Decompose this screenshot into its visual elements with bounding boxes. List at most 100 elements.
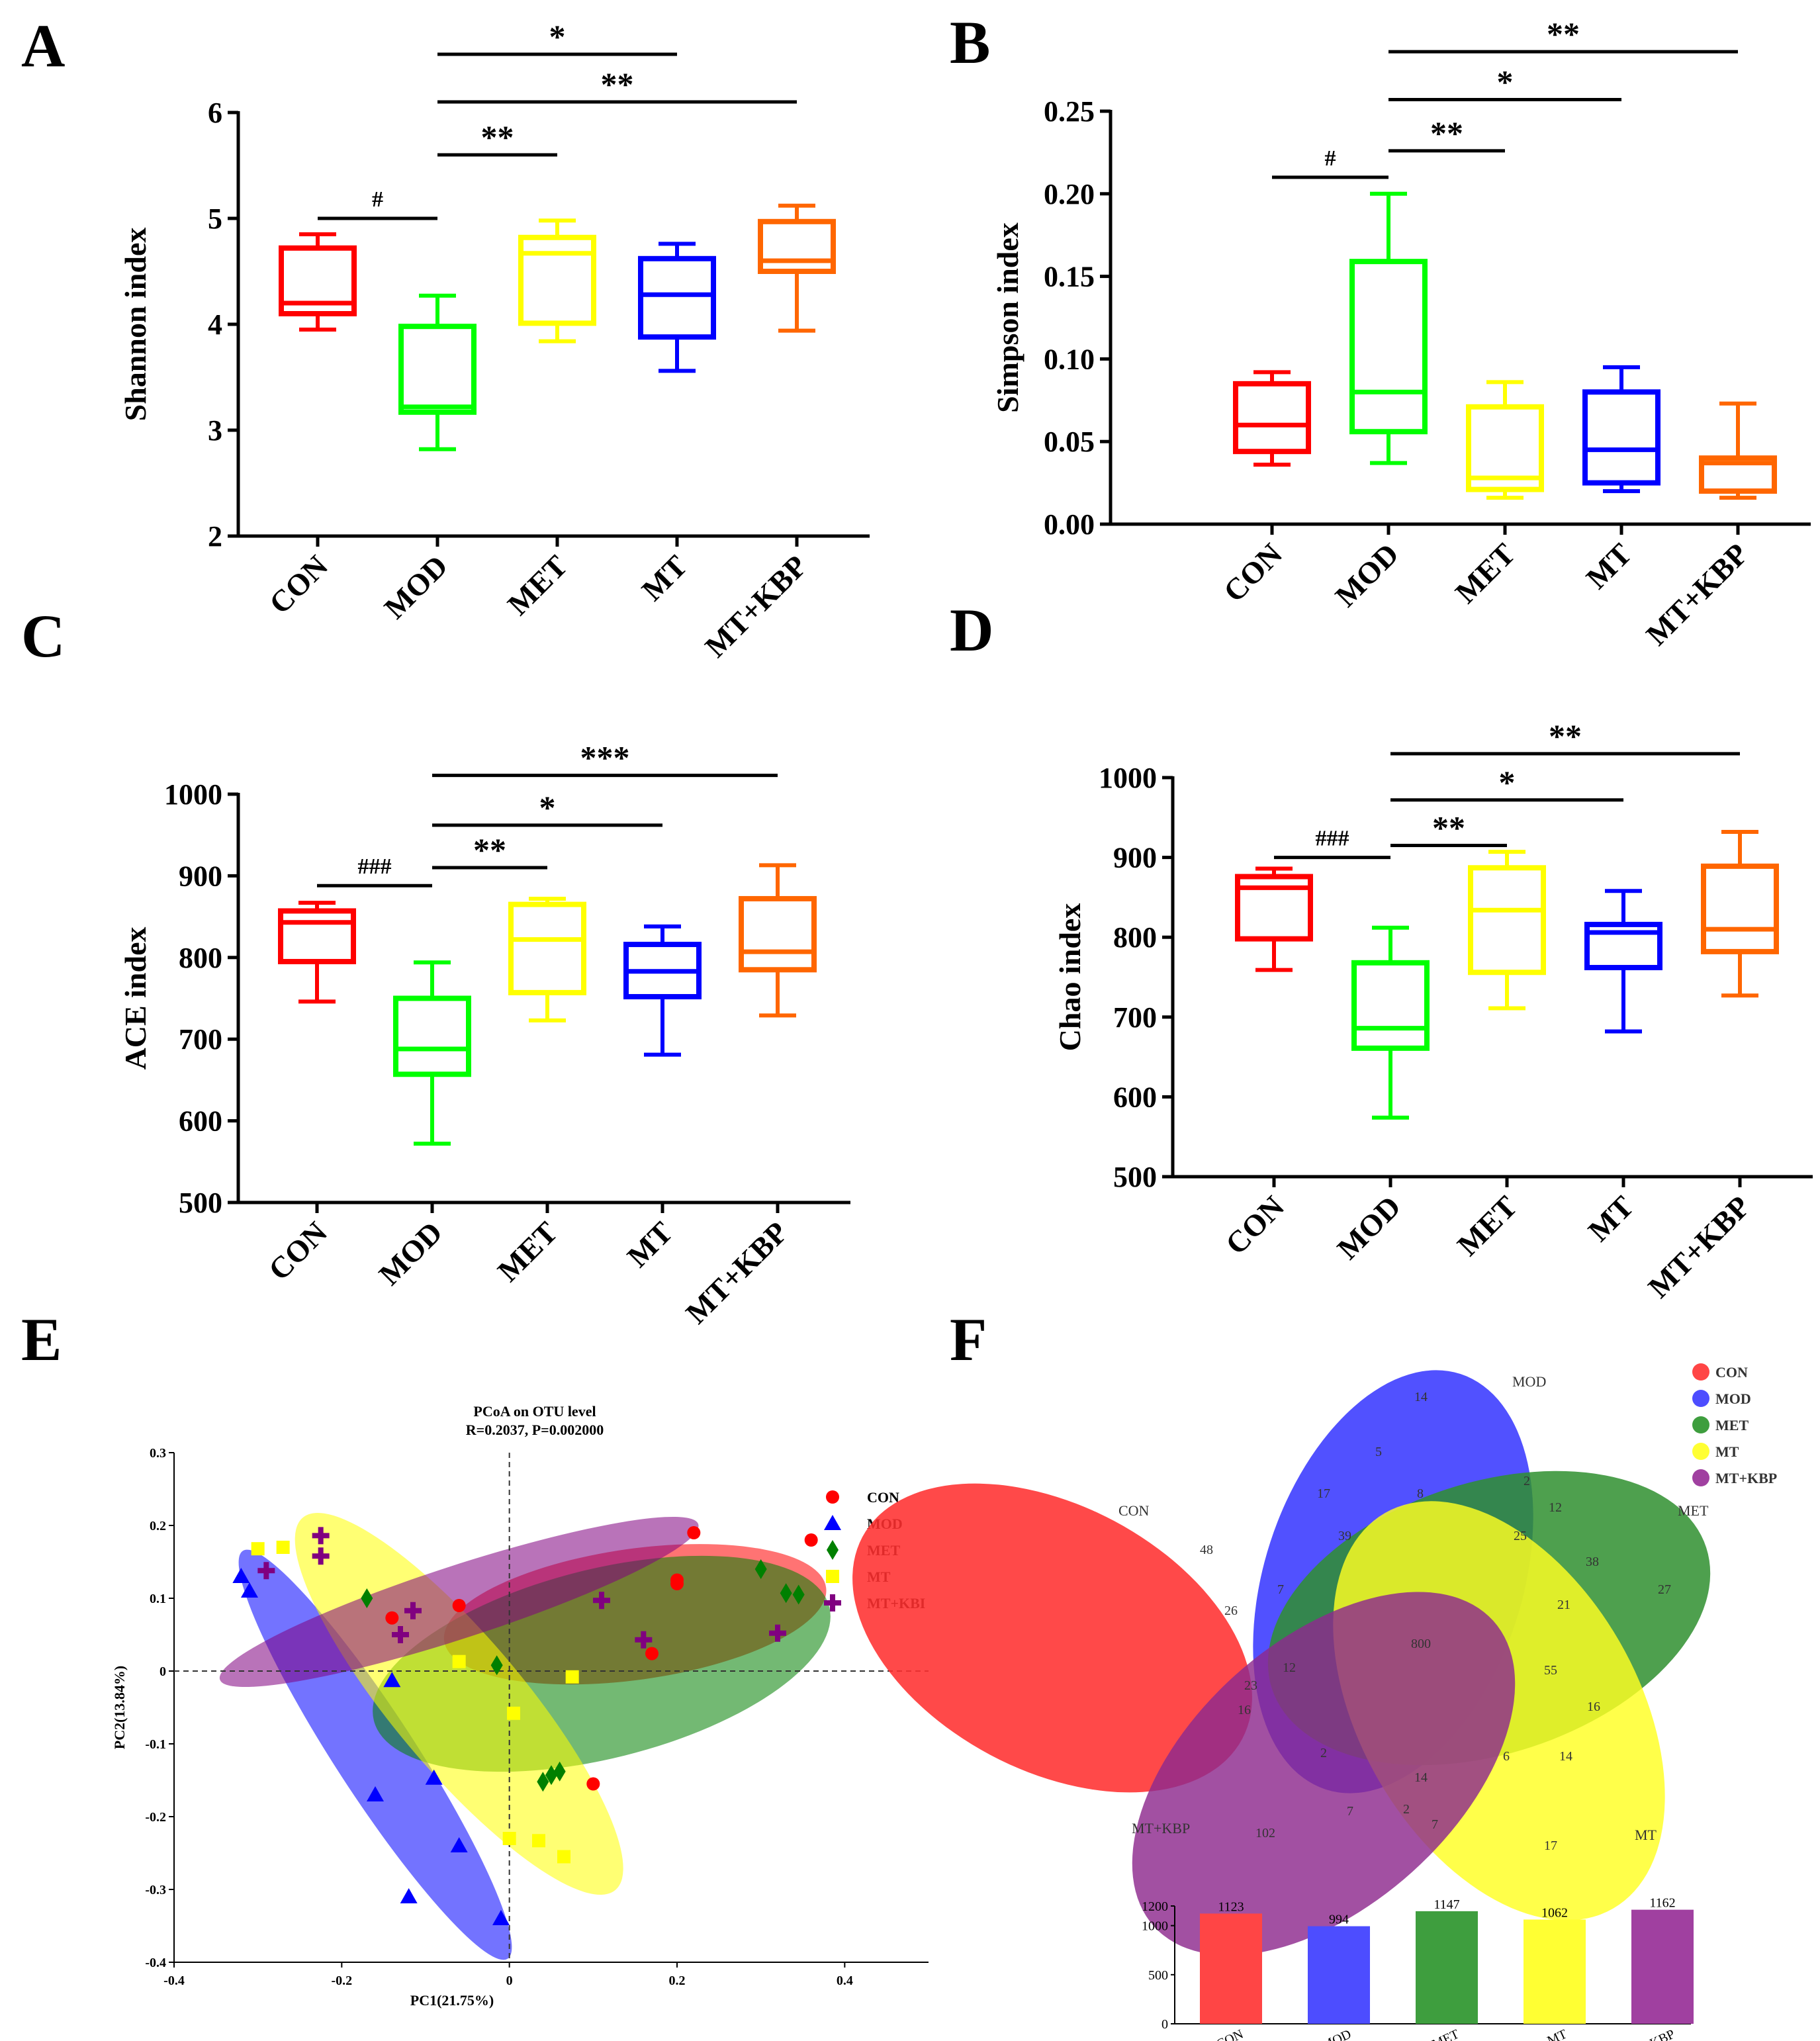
venn-region-count: 8 [1417, 1486, 1424, 1501]
legend-dot [1692, 1443, 1709, 1460]
y-tick-label: 900 [1113, 842, 1157, 874]
venn-region-count: 39 [1338, 1529, 1351, 1543]
venn-set-label-mod: MOD [1512, 1373, 1546, 1390]
box-iqr [1584, 921, 1662, 971]
pcoa-y-tick-label: -0.1 [145, 1737, 166, 1752]
panel-label-c: C [21, 602, 65, 670]
bar-category-label: CON [1214, 2027, 1246, 2041]
venn-region-count: 102 [1255, 1826, 1275, 1840]
x-tick-label: MT+KBP [679, 1215, 794, 1330]
significance-label: ** [1547, 15, 1580, 52]
bar [1631, 1909, 1694, 2024]
data-point [361, 1588, 373, 1608]
box-mtkbp [739, 863, 817, 1018]
x-tick-label: MET [1449, 537, 1522, 610]
data-point [490, 1655, 503, 1676]
box-met [518, 218, 596, 343]
pcoa-x-tick-label: 0.2 [669, 1973, 686, 1988]
venn-region-count: 16 [1587, 1700, 1600, 1714]
y-tick-label: 3 [208, 414, 222, 447]
significance-label: *** [580, 739, 630, 776]
bar-category-label: MOD [1320, 2027, 1354, 2041]
data-point [670, 1577, 684, 1590]
venn-ellipse-mtkbp [1132, 1592, 1516, 1956]
venn-ellipse-con [852, 1483, 1252, 1793]
y-tick-label: 0.10 [1044, 343, 1095, 375]
y-tick-label: 600 [179, 1105, 222, 1138]
venn-region-count: 16 [1238, 1703, 1251, 1717]
y-tick-label: 500 [1113, 1161, 1157, 1193]
data-point [687, 1526, 701, 1539]
y-tick-label: 700 [179, 1023, 222, 1056]
legend-dot [1692, 1363, 1709, 1381]
venn-region-count: 12 [1283, 1660, 1296, 1675]
data-point [383, 1672, 401, 1688]
pcoa-x-tick-label: 0 [506, 1973, 513, 1988]
bar [1200, 1913, 1262, 2024]
box-iqr [508, 901, 586, 995]
venn-region-count: 14 [1414, 1390, 1428, 1404]
legend-marker [824, 1515, 841, 1530]
series-con [385, 1526, 818, 1791]
box-iqr [1468, 865, 1546, 975]
y-tick-label: 500 [179, 1187, 222, 1219]
data-point [367, 1786, 384, 1801]
box-iqr [1233, 381, 1311, 455]
pcoa-y-tick-label: 0 [159, 1664, 166, 1679]
panel-label-f: F [950, 1306, 987, 1373]
venn-region-count: 800 [1411, 1637, 1431, 1651]
venn-region-count: 14 [1414, 1770, 1428, 1785]
significance-label: # [1325, 146, 1336, 171]
x-tick-label: MT+KBP [1641, 1189, 1756, 1304]
venn-region-count: 17 [1544, 1838, 1557, 1853]
pcoa-y-tick-label: 0.1 [150, 1592, 166, 1606]
data-point [545, 1765, 557, 1786]
bar [1308, 1926, 1370, 2024]
box-iqr [739, 895, 817, 973]
box-mt [638, 242, 716, 373]
panel-c-ace: 500 600 700 800 900 1000 ACE index CON MOD MET MT M… [118, 739, 850, 1330]
box-iqr [393, 995, 471, 1077]
bar-value-label: 994 [1329, 1913, 1349, 1927]
data-point [452, 1655, 466, 1668]
legend-marker [826, 1570, 839, 1583]
box-mod [1349, 191, 1428, 465]
legend-label: CON [1715, 1364, 1748, 1381]
legend-dot [1692, 1416, 1709, 1433]
bar-category-label: MT+KBP [1623, 2027, 1677, 2041]
significance-label: ** [1432, 809, 1465, 846]
pcoa-y-tick-label: 0.3 [150, 1446, 166, 1461]
venn-region-count: 27 [1658, 1582, 1671, 1597]
x-tick-label: MOD [373, 1215, 449, 1292]
significance-label: ** [601, 66, 634, 103]
data-point [532, 1834, 545, 1848]
data-point [565, 1670, 579, 1684]
data-point [400, 1888, 418, 1903]
venn-region-count: 7 [1432, 1817, 1438, 1832]
box-iqr [1466, 404, 1544, 492]
y-tick-label: 800 [1113, 921, 1157, 954]
y-tick-label: 900 [179, 860, 222, 892]
data-point [450, 1837, 468, 1852]
significance-label: ** [481, 118, 514, 156]
significance-label: * [549, 18, 566, 55]
panel-label-b: B [950, 9, 990, 76]
bar-y-tick-label: 1200 [1142, 1899, 1168, 1914]
venn-ellipses [852, 1370, 1711, 1956]
data-point [537, 1772, 549, 1792]
legend-label: MET [1715, 1417, 1749, 1433]
legend-marker [824, 1594, 841, 1611]
pcoa-y-tick-label: 0.2 [150, 1519, 166, 1533]
y-tick-label: 4 [208, 308, 222, 341]
box-mtkbp [758, 203, 836, 333]
data-point [312, 1527, 330, 1545]
pcoa-x-tick-label: -0.4 [163, 1973, 185, 1988]
box-mod [398, 293, 477, 451]
box-iqr [1701, 863, 1779, 954]
x-tick-label: MT [1580, 537, 1638, 595]
box-met [1466, 380, 1544, 500]
box-con [1235, 866, 1313, 972]
venn-region-count: 2 [1403, 1802, 1410, 1817]
